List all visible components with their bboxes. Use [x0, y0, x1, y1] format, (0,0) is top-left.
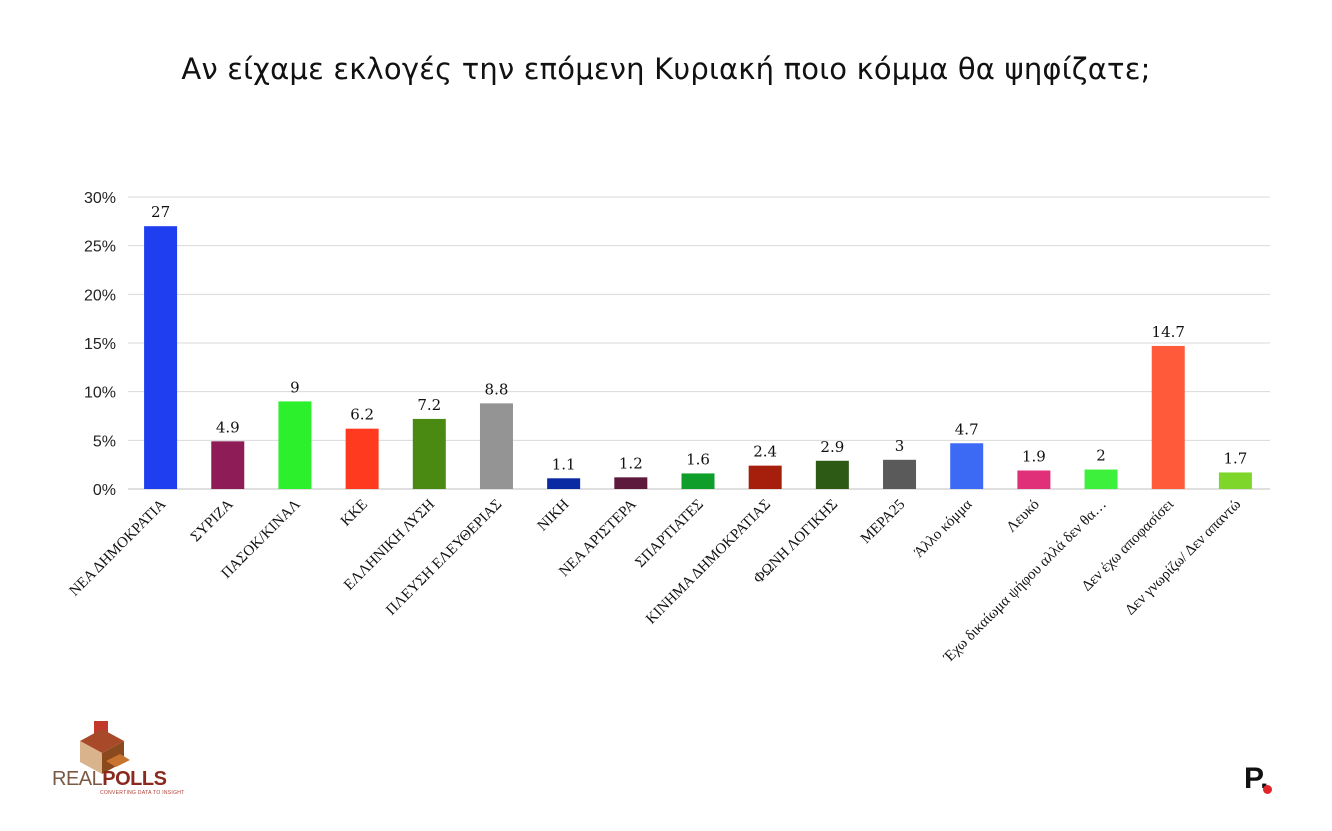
- value-label: 8.8: [485, 380, 509, 398]
- bar: [950, 443, 984, 489]
- category-label: ΠΛΕΥΣΗ ΕΛΕΥΘΕΡΙΑΣ: [383, 497, 505, 619]
- value-label: 3: [895, 437, 905, 455]
- gridlines: [128, 196, 1270, 490]
- category-label: ΚΙΝΗΜΑ ΔΗΜΟΚΡΑΤΙΑΣ: [643, 497, 774, 628]
- category-label: ΜΕΡΑ25: [858, 497, 908, 547]
- category-label: ΝΕΑ ΔΗΜΟΚΡΑΤΙΑ: [66, 496, 169, 599]
- value-label: 2.4: [753, 443, 777, 461]
- value-label: 1.1: [552, 455, 576, 473]
- bar: [278, 401, 312, 489]
- category-label: Δεν γνωρίζω/ Δεν απαντώ: [1122, 496, 1244, 618]
- bar: [547, 478, 581, 489]
- realpolls-tagline: CONVERTING DATA TO INSIGHT: [100, 790, 185, 796]
- category-label: ΣΥΡΙΖΑ: [188, 496, 237, 545]
- bar: [681, 473, 715, 489]
- bar: [479, 403, 513, 489]
- category-label: ΝΙΚΗ: [535, 496, 573, 534]
- category-label: Άλλο κόμμα: [911, 496, 976, 561]
- category-label: ΚΚΕ: [338, 497, 371, 530]
- bar: [614, 477, 648, 489]
- bar: [815, 460, 849, 489]
- value-label: 7.2: [417, 396, 441, 414]
- value-label: 1.6: [686, 450, 710, 468]
- value-labels: 27 4.9 9 6.2 7.2 8.8 1.1 1.2 1.6 2.4 2.9 3 4.7 1.9 2 14…: [151, 203, 1247, 473]
- bar: [211, 441, 245, 489]
- bar: [345, 428, 379, 489]
- value-label: 14.7: [1152, 323, 1185, 341]
- bar: [883, 459, 917, 489]
- bar: [1084, 469, 1118, 489]
- value-label: 1.9: [1022, 448, 1046, 466]
- y-tick-label: 15%: [84, 336, 116, 353]
- brand-bold: POLLS: [102, 768, 167, 790]
- bar: [1151, 345, 1185, 489]
- chart-title: Αν είχαμε εκλογές την επόμενη Κυριακή πο…: [181, 52, 1151, 86]
- bar: [412, 418, 446, 489]
- bar: [1017, 470, 1051, 489]
- y-tick-label: 0%: [93, 482, 116, 499]
- value-label: 1.2: [619, 454, 643, 472]
- value-label: 9: [290, 378, 300, 396]
- value-label: 6.2: [350, 406, 374, 424]
- bar: [748, 465, 782, 489]
- y-tick-label: 10%: [84, 385, 116, 402]
- y-tick-label: 5%: [93, 433, 116, 450]
- bars: [144, 226, 1252, 489]
- bar: [144, 226, 178, 489]
- category-label: Λευκό: [1004, 497, 1043, 536]
- category-label: ΣΠΑΡΤΙΑΤΕΣ: [632, 497, 706, 571]
- y-tick-label: 20%: [84, 287, 116, 304]
- realpolls-wordmark: REALPOLLS: [52, 768, 167, 791]
- y-axis-ticks: 0% 5% 10% 15% 20% 25% 30%: [84, 190, 116, 499]
- value-label: 2: [1096, 447, 1106, 465]
- value-label: 4.7: [955, 420, 979, 438]
- y-tick-label: 25%: [84, 239, 116, 256]
- y-tick-label: 30%: [84, 190, 116, 207]
- brand-light: REAL: [52, 768, 103, 790]
- bar: [1218, 472, 1252, 489]
- corner-logo-dot: [1263, 785, 1272, 794]
- value-label: 27: [151, 203, 170, 221]
- realpolls-logo-icon: [80, 721, 130, 774]
- value-label: 1.7: [1223, 449, 1247, 467]
- value-label: 4.9: [216, 418, 240, 436]
- value-label: 2.9: [820, 438, 844, 456]
